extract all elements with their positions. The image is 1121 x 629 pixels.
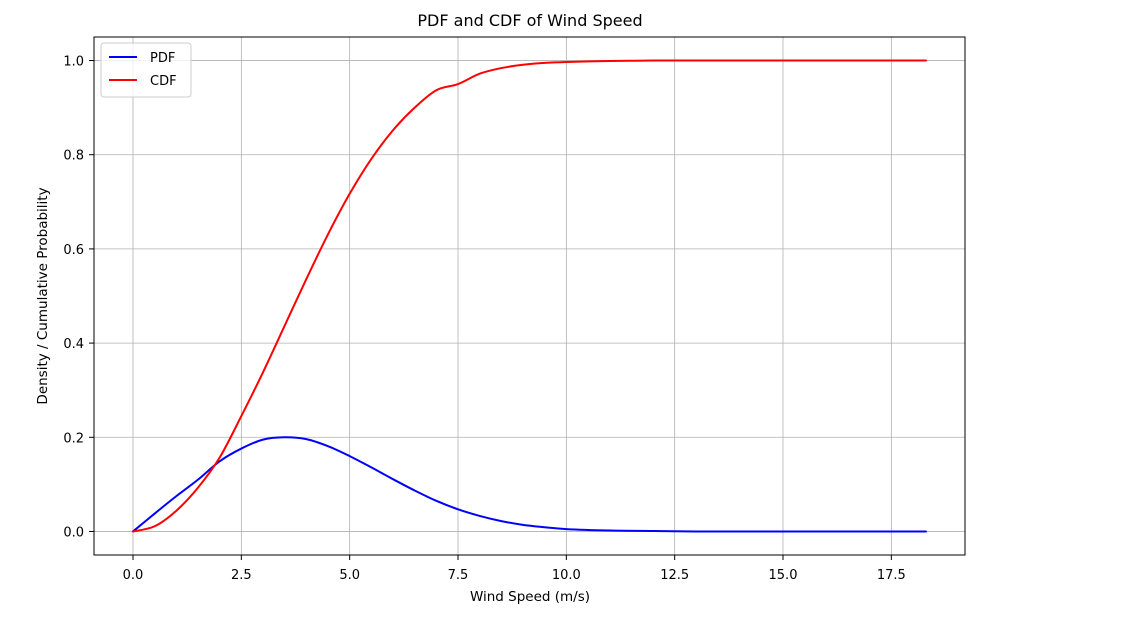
series-line-pdf <box>132 436 927 533</box>
y-tick-label: 0.8 <box>63 149 84 164</box>
x-tick-label: 12.5 <box>660 568 689 583</box>
legend-label-pdf: PDF <box>150 51 175 66</box>
x-tick-label: 17.5 <box>877 568 906 583</box>
y-tick-label: 0.4 <box>63 337 84 352</box>
legend: PDF CDF <box>100 42 192 98</box>
grid <box>94 37 965 555</box>
y-ticks: 0.0 0.2 0.4 0.6 0.8 1.0 <box>63 55 94 540</box>
series-line-cdf <box>132 59 927 533</box>
x-tick-label: 2.5 <box>231 568 252 583</box>
x-tick-label: 15.0 <box>769 568 798 583</box>
y-axis-label: Density / Cumulative Probability <box>35 187 51 404</box>
y-tick-label: 1.0 <box>63 55 84 70</box>
legend-box <box>100 42 192 98</box>
plot-frame <box>93 36 966 556</box>
x-tick-label: 5.0 <box>339 568 360 583</box>
x-axis-label: Wind Speed (m/s) <box>470 589 590 605</box>
series-layer <box>132 59 927 533</box>
x-tick-label: 7.5 <box>448 568 469 583</box>
y-tick-label: 0.6 <box>63 243 84 258</box>
x-tick-label: 10.0 <box>552 568 581 583</box>
x-tick-label: 0.0 <box>123 568 144 583</box>
chart-title: PDF and CDF of Wind Speed <box>417 11 642 30</box>
y-tick-label: 0.2 <box>63 431 84 446</box>
legend-label-cdf: CDF <box>150 74 177 89</box>
x-ticks: 0.0 2.5 5.0 7.5 10.0 12.5 15.0 17.5 <box>123 555 906 583</box>
y-tick-label: 0.0 <box>63 525 84 540</box>
